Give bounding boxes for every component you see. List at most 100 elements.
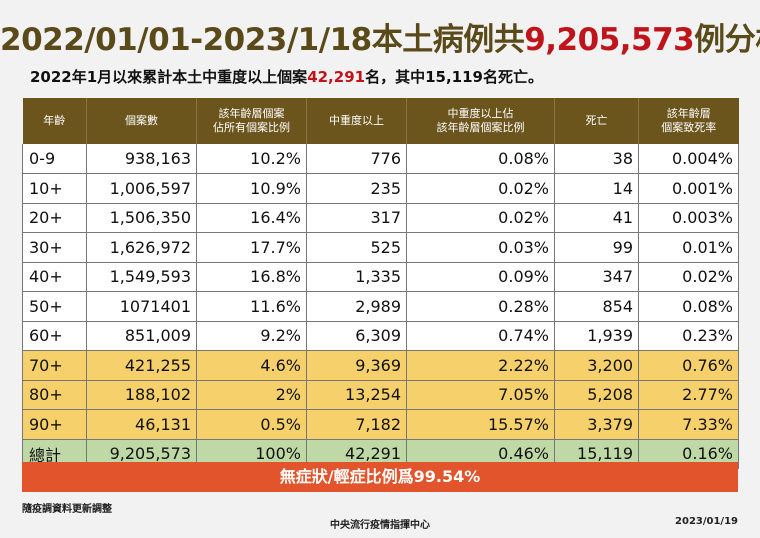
age-statistics-table: 年齡 個案數 該年齡層個案 佔所有個案比例 中重度以上 中重度以上佔 該年齡層個案比… [22, 98, 739, 469]
footnote: 隨疫調資料更新調整 [22, 504, 112, 515]
table-cell: 1,006,597 [86, 173, 197, 204]
table-cell: 14 [554, 173, 639, 204]
table-cell: 17.7% [196, 232, 307, 263]
table-cell: 317 [306, 203, 407, 233]
organization-name: 中央流行疫情指揮中心 [330, 520, 430, 531]
table-cell: 1,939 [554, 321, 639, 351]
table-cell: 0-9 [22, 144, 87, 174]
table-cell: 0.004% [638, 144, 739, 174]
header-case-count: 個案數 [86, 98, 197, 144]
table-cell: 0.02% [406, 203, 555, 233]
table-cell: 3,200 [554, 350, 639, 381]
table-header-row: 年齡 個案數 該年齡層個案 佔所有個案比例 中重度以上 中重度以上佔 該年齡層個案比… [22, 98, 739, 144]
table-cell: 9.2% [196, 321, 307, 351]
subtitle-suffix: 名，其中15,119名死亡。 [365, 68, 543, 86]
table-cell: 50+ [22, 291, 87, 322]
table-row: 10+ 1,006,597 10.9% 235 0.02% 14 0.001% [22, 173, 739, 204]
table-cell: 9,369 [306, 350, 407, 381]
table-row: 20+ 1,506,350 16.4% 317 0.02% 41 0.003% [22, 203, 739, 233]
table-cell: 188,102 [86, 380, 197, 410]
table-cell: 13,254 [306, 380, 407, 410]
table-cell: 3,379 [554, 409, 639, 440]
page-subtitle: 2022年1月以來累計本土中重度以上個案42,291名，其中15,119名死亡。 [30, 66, 750, 87]
table-cell: 347 [554, 262, 639, 292]
table-cell: 0.08% [638, 291, 739, 322]
table-cell: 854 [554, 291, 639, 322]
asymptomatic-banner: 無症狀/輕症比例爲99.54% [22, 462, 738, 492]
table-cell: 2% [196, 380, 307, 410]
table-cell: 2,989 [306, 291, 407, 322]
table-cell: 1,626,972 [86, 232, 197, 263]
table-cell: 0.23% [638, 321, 739, 351]
table-cell: 0.5% [196, 409, 307, 440]
table-cell: 10+ [22, 173, 87, 204]
table-cell: 0.003% [638, 203, 739, 233]
table-cell: 1,335 [306, 262, 407, 292]
table-cell: 0.02% [406, 173, 555, 204]
table-cell: 0.76% [638, 350, 739, 381]
table-cell: 1071401 [86, 291, 197, 322]
page-title: 2022/01/01-2023/1/18本土病例共9,205,573例分析 [0, 14, 760, 59]
table-row: 50+ 1071401 11.6% 2,989 0.28% 854 0.08% [22, 291, 739, 322]
table-cell: 10.9% [196, 173, 307, 204]
table-cell: 6,309 [306, 321, 407, 351]
table-cell: 70+ [22, 350, 87, 381]
table-cell: 525 [306, 232, 407, 263]
table-cell: 46,131 [86, 409, 197, 440]
table-cell: 10.2% [196, 144, 307, 174]
table-cell: 2.22% [406, 350, 555, 381]
publish-date: 2023/01/19 [675, 516, 738, 527]
header-fatality-rate: 該年齡層 個案致死率 [638, 98, 739, 144]
table-cell: 41 [554, 203, 639, 233]
table-cell: 16.4% [196, 203, 307, 233]
title-suffix: 例分析 [694, 22, 760, 58]
table-cell: 11.6% [196, 291, 307, 322]
table-cell: 1,506,350 [86, 203, 197, 233]
table-cell: 總計 [22, 439, 87, 469]
subtitle-prefix: 2022年1月以來累計本土中重度以上個案 [30, 68, 308, 86]
table-cell: 235 [306, 173, 407, 204]
header-deaths: 死亡 [554, 98, 639, 144]
table-cell: 0.08% [406, 144, 555, 174]
table-cell: 0.28% [406, 291, 555, 322]
table-row: 90+ 46,131 0.5% 7,182 15.57% 3,379 7.33% [22, 409, 739, 440]
table-cell: 7,182 [306, 409, 407, 440]
table-body: 0-9 938,163 10.2% 776 0.08% 38 0.004% 10+ 1,006,… [22, 144, 739, 469]
table-cell: 0.09% [406, 262, 555, 292]
title-total-cases: 9,205,573 [524, 22, 695, 58]
table-row: 30+ 1,626,972 17.7% 525 0.03% 99 0.01% [22, 232, 739, 263]
header-severe-share: 中重度以上佔 該年齡層個案比例 [406, 98, 555, 144]
table-cell: 90+ [22, 409, 87, 440]
table-row: 0-9 938,163 10.2% 776 0.08% 38 0.004% [22, 144, 739, 174]
table-cell: 0.03% [406, 232, 555, 263]
table-cell: 7.05% [406, 380, 555, 410]
table-row: 80+ 188,102 2% 13,254 7.05% 5,208 2.77% [22, 380, 739, 410]
table-cell: 0.74% [406, 321, 555, 351]
table-cell: 80+ [22, 380, 87, 410]
header-severe: 中重度以上 [306, 98, 407, 144]
table-cell: 851,009 [86, 321, 197, 351]
table-cell: 60+ [22, 321, 87, 351]
table-cell: 776 [306, 144, 407, 174]
table-cell: 0.01% [638, 232, 739, 263]
table-cell: 421,255 [86, 350, 197, 381]
table-cell: 0.001% [638, 173, 739, 204]
table-cell: 1,549,593 [86, 262, 197, 292]
header-age: 年齡 [22, 98, 87, 144]
table-cell: 99 [554, 232, 639, 263]
subtitle-severe-cases: 42,291 [307, 68, 366, 86]
table-cell: 15.57% [406, 409, 555, 440]
table-total-row: 總計 9,205,573 100% 42,291 0.46% 15,119 0.16% [22, 439, 739, 469]
table-cell: 2.77% [638, 380, 739, 410]
table-cell: 4.6% [196, 350, 307, 381]
title-prefix: 2022/01/01-2023/1/18本土病例共 [0, 22, 525, 58]
table-cell: 40+ [22, 262, 87, 292]
table-cell: 30+ [22, 232, 87, 263]
table-cell: 38 [554, 144, 639, 174]
table-cell: 5,208 [554, 380, 639, 410]
table-cell: 0.02% [638, 262, 739, 292]
header-case-share: 該年齡層個案 佔所有個案比例 [196, 98, 307, 144]
table-cell: 7.33% [638, 409, 739, 440]
table-row: 60+ 851,009 9.2% 6,309 0.74% 1,939 0.23% [22, 321, 739, 351]
table-cell: 938,163 [86, 144, 197, 174]
